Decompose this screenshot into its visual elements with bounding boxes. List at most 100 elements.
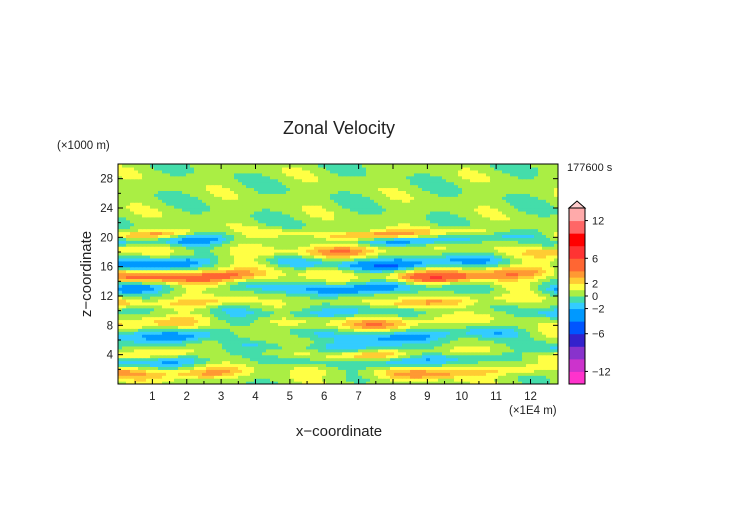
- heatmap-cell: [246, 272, 251, 277]
- heatmap-cell: [442, 272, 447, 277]
- heatmap-cell: [326, 357, 331, 362]
- heatmap-cell: [138, 360, 143, 365]
- heatmap-cell: [550, 316, 555, 321]
- heatmap-cell: [318, 325, 323, 329]
- heatmap-cell: [514, 375, 519, 379]
- heatmap-cell: [506, 272, 511, 277]
- heatmap-cell: [294, 290, 299, 294]
- heatmap-cell: [334, 319, 339, 323]
- heatmap-cell: [234, 331, 239, 335]
- heatmap-cell: [534, 257, 539, 262]
- heatmap-cell: [342, 266, 347, 271]
- heatmap-cell: [210, 275, 215, 279]
- heatmap-cell: [310, 337, 315, 341]
- heatmap-cell: [466, 296, 471, 300]
- heatmap-cell: [150, 360, 155, 365]
- heatmap-cell: [390, 293, 395, 297]
- heatmap-cell: [414, 360, 419, 365]
- heatmap-cell: [454, 260, 459, 265]
- heatmap-cell: [222, 348, 227, 353]
- heatmap-cell: [274, 334, 279, 338]
- heatmap-cell: [522, 366, 527, 370]
- heatmap-cell: [426, 272, 431, 277]
- heatmap-cell: [422, 272, 427, 277]
- heatmap-cell: [122, 369, 127, 373]
- heatmap-cell: [130, 375, 135, 379]
- heatmap-cell: [234, 281, 239, 285]
- heatmap-cell: [354, 272, 359, 277]
- heatmap-cell: [374, 287, 379, 291]
- heatmap-cell: [370, 351, 375, 356]
- heatmap-cell: [518, 369, 523, 373]
- heatmap-cell: [410, 257, 415, 262]
- heatmap-cell: [422, 369, 427, 373]
- heatmap-cell: [350, 301, 355, 306]
- heatmap-cell: [454, 322, 459, 326]
- heatmap-cell: [318, 322, 323, 326]
- heatmap-cell: [518, 287, 523, 291]
- heatmap-cell: [482, 272, 487, 277]
- heatmap-cell: [514, 378, 519, 382]
- heatmap-cell: [278, 290, 283, 294]
- heatmap-cell: [538, 257, 543, 262]
- heatmap-cell: [206, 313, 211, 318]
- heatmap-cell: [174, 257, 179, 262]
- heatmap-cell: [182, 369, 187, 373]
- heatmap-cell: [466, 281, 471, 285]
- heatmap-cell: [498, 316, 503, 321]
- heatmap-cell: [526, 378, 531, 382]
- heatmap-cell: [262, 325, 267, 329]
- heatmap-cell: [174, 301, 179, 306]
- heatmap-cell: [230, 293, 235, 297]
- heatmap-cell: [254, 375, 259, 379]
- heatmap-cell: [458, 378, 463, 382]
- heatmap-cell: [538, 325, 543, 329]
- heatmap-cell: [174, 319, 179, 323]
- heatmap-cell: [282, 360, 287, 365]
- heatmap-cell: [246, 296, 251, 300]
- heatmap-cell: [166, 366, 171, 370]
- heatmap-cell: [506, 381, 511, 384]
- heatmap-cell: [314, 363, 319, 367]
- heatmap-cell: [142, 304, 147, 309]
- heatmap-cell: [550, 375, 555, 379]
- heatmap-cell: [386, 375, 391, 379]
- heatmap-cell: [342, 372, 347, 376]
- heatmap-cell: [198, 310, 203, 315]
- heatmap-cell: [482, 304, 487, 309]
- heatmap-cell: [266, 313, 271, 318]
- heatmap-cell: [342, 328, 347, 332]
- heatmap-cell: [150, 331, 155, 335]
- heatmap-cell: [218, 319, 223, 323]
- heatmap-cell: [134, 381, 139, 384]
- heatmap-cell: [274, 298, 279, 303]
- heatmap-cell: [394, 310, 399, 315]
- heatmap-cell: [170, 257, 175, 262]
- heatmap-cell: [330, 290, 335, 294]
- heatmap-cell: [374, 322, 379, 326]
- heatmap-cell: [194, 301, 199, 306]
- heatmap-cell: [330, 342, 335, 347]
- heatmap-cell: [482, 278, 487, 282]
- heatmap-cell: [266, 296, 271, 300]
- heatmap-cell: [250, 252, 255, 256]
- heatmap-cell: [370, 298, 375, 303]
- heatmap-cell: [202, 301, 207, 306]
- heatmap-cell: [554, 363, 558, 367]
- heatmap-cell: [258, 310, 263, 315]
- heatmap-cell: [126, 275, 131, 279]
- heatmap-cell: [262, 322, 267, 326]
- heatmap-cell: [434, 363, 439, 367]
- heatmap-cell: [514, 331, 519, 335]
- heatmap-cell: [534, 345, 539, 350]
- heatmap-cell: [374, 266, 379, 271]
- heatmap-cell: [118, 290, 123, 294]
- heatmap-cell: [450, 263, 455, 268]
- heatmap-cell: [362, 266, 367, 271]
- heatmap-cell: [274, 272, 279, 277]
- heatmap-cell: [358, 375, 363, 379]
- heatmap-cell: [506, 366, 511, 370]
- heatmap-cell: [214, 287, 219, 291]
- heatmap-cell: [210, 331, 215, 335]
- heatmap-cell: [442, 354, 447, 359]
